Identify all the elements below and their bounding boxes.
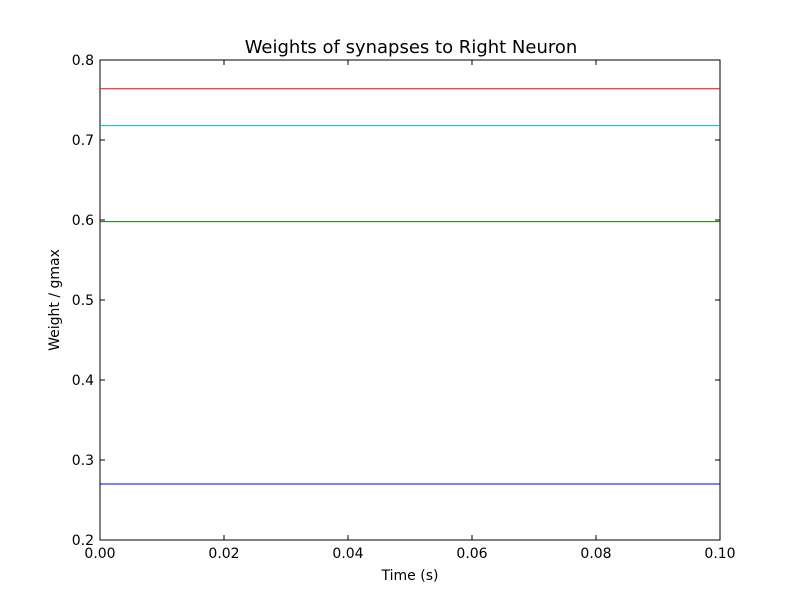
x-tick-label: 0.06: [456, 546, 487, 562]
y-tick-label: 0.2: [72, 533, 94, 549]
y-tick-label: 0.8: [72, 53, 94, 69]
x-tick-label: 0.10: [704, 546, 735, 562]
y-axis-label: Weight / gmax: [47, 249, 63, 351]
y-tick-label: 0.5: [72, 293, 94, 309]
x-axis: 0.00 0.02 0.04 0.06 0.08 0.10: [84, 60, 736, 562]
x-tick-label: 0.02: [208, 546, 239, 562]
y-tick-label: 0.7: [72, 133, 94, 149]
chart-title: Weights of synapses to Right Neuron: [245, 37, 578, 58]
x-axis-label: Time (s): [381, 568, 439, 584]
y-tick-label: 0.4: [72, 373, 94, 389]
y-tick-label: 0.6: [72, 213, 94, 229]
y-tick-label: 0.3: [72, 453, 94, 469]
y-axis: 0.2 0.3 0.4 0.5 0.6 0.7 0.8: [72, 53, 720, 549]
x-tick-label: 0.08: [580, 546, 611, 562]
x-tick-label: 0.00: [84, 546, 115, 562]
plot-frame: [99, 59, 721, 541]
series-layer: [100, 88, 720, 485]
x-tick-label: 0.04: [332, 546, 363, 562]
